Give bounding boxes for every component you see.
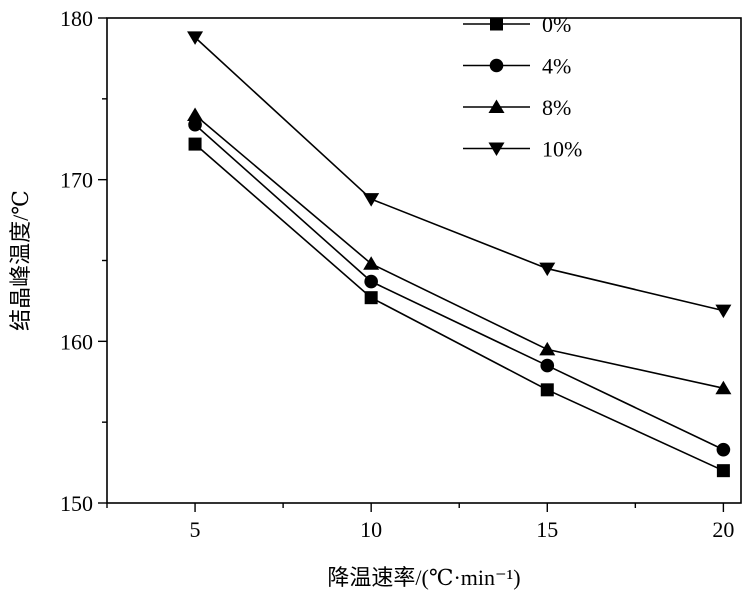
data-point xyxy=(539,262,556,277)
data-point xyxy=(539,341,556,356)
series-2 xyxy=(188,117,731,457)
data-point xyxy=(540,358,555,373)
data-point xyxy=(715,304,732,319)
data-point xyxy=(364,291,378,305)
legend-marker xyxy=(488,99,505,113)
data-point xyxy=(364,274,378,289)
data-point xyxy=(716,442,731,457)
data-point xyxy=(188,117,202,132)
legend-label: 0% xyxy=(542,12,571,37)
legend-item: 4% xyxy=(463,54,571,79)
x-tick-label: 15 xyxy=(536,517,558,542)
y-tick-label: 160 xyxy=(60,329,93,354)
legend-marker xyxy=(489,58,504,73)
legend-label: 10% xyxy=(542,137,582,162)
series-line xyxy=(194,143,724,472)
data-point xyxy=(187,31,204,45)
legend-label: 8% xyxy=(542,95,571,120)
x-tick-label: 5 xyxy=(190,517,201,542)
y-axis-title: 结晶峰温度/℃ xyxy=(8,190,33,331)
legend: 0% 4% 8% 10% xyxy=(463,12,582,162)
legend-item: 0% xyxy=(463,12,571,37)
series-4 xyxy=(187,31,732,319)
data-point xyxy=(363,193,380,207)
plot-frame xyxy=(106,17,742,504)
legend-item: 10% xyxy=(463,137,582,162)
data-point xyxy=(187,107,204,121)
series-line xyxy=(194,114,724,389)
x-tick-label: 10 xyxy=(360,517,382,542)
data-point xyxy=(188,137,202,151)
series-1 xyxy=(188,137,730,478)
data-point xyxy=(363,256,380,270)
x-tick-label: 20 xyxy=(712,517,734,542)
legend-item: 8% xyxy=(463,95,571,120)
data-point xyxy=(540,383,554,397)
data-point xyxy=(716,464,730,478)
y-tick-label: 170 xyxy=(60,168,93,193)
axes: 5 10 15 20 150 160 170 180 xyxy=(60,6,742,542)
series-line xyxy=(194,124,724,451)
legend-marker xyxy=(488,142,505,156)
y-tick-label: 150 xyxy=(60,491,93,516)
series-line xyxy=(194,36,724,312)
legend-label: 4% xyxy=(542,54,571,79)
series-layer xyxy=(187,31,732,478)
series-3 xyxy=(187,107,732,395)
y-tick-label: 180 xyxy=(60,6,93,31)
data-point xyxy=(715,380,732,395)
legend-marker xyxy=(490,17,503,31)
x-axis-title: 降温速率/(℃·min⁻¹) xyxy=(327,565,520,590)
